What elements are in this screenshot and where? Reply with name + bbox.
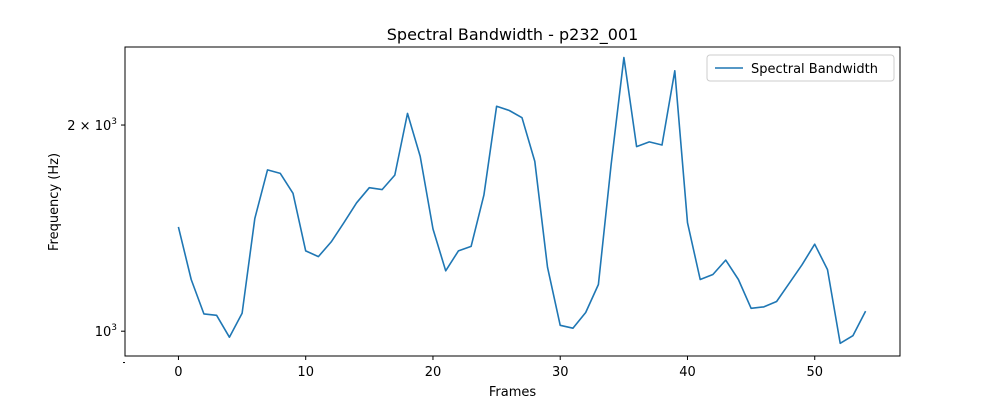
x-tick-label: 40 bbox=[679, 365, 696, 380]
chart-title: Spectral Bandwidth - p232_001 bbox=[387, 25, 639, 45]
legend-box bbox=[706, 54, 895, 82]
series-line bbox=[177, 56, 867, 345]
plot-frame bbox=[124, 46, 901, 357]
x-tick-label: 10 bbox=[297, 365, 314, 380]
x-tick-label: 30 bbox=[552, 365, 569, 380]
x-axis-label: Frames bbox=[489, 385, 537, 400]
y-axis-label: Frequency (Hz) bbox=[47, 153, 62, 251]
y-tick-label: 2 × 103 bbox=[67, 117, 117, 134]
legend-label: Spectral Bandwidth bbox=[751, 62, 878, 77]
axis-ticks: 0 10 20 30 40 50 103 2 × 103 bbox=[67, 117, 823, 380]
x-tick-label: 0 bbox=[174, 365, 182, 380]
chart-legend: Spectral Bandwidth bbox=[706, 54, 895, 82]
series-layer bbox=[177, 56, 867, 345]
x-tick-label: 50 bbox=[806, 365, 823, 380]
x-tick-label: 20 bbox=[425, 365, 442, 380]
y-tick-label: 103 bbox=[95, 323, 117, 340]
